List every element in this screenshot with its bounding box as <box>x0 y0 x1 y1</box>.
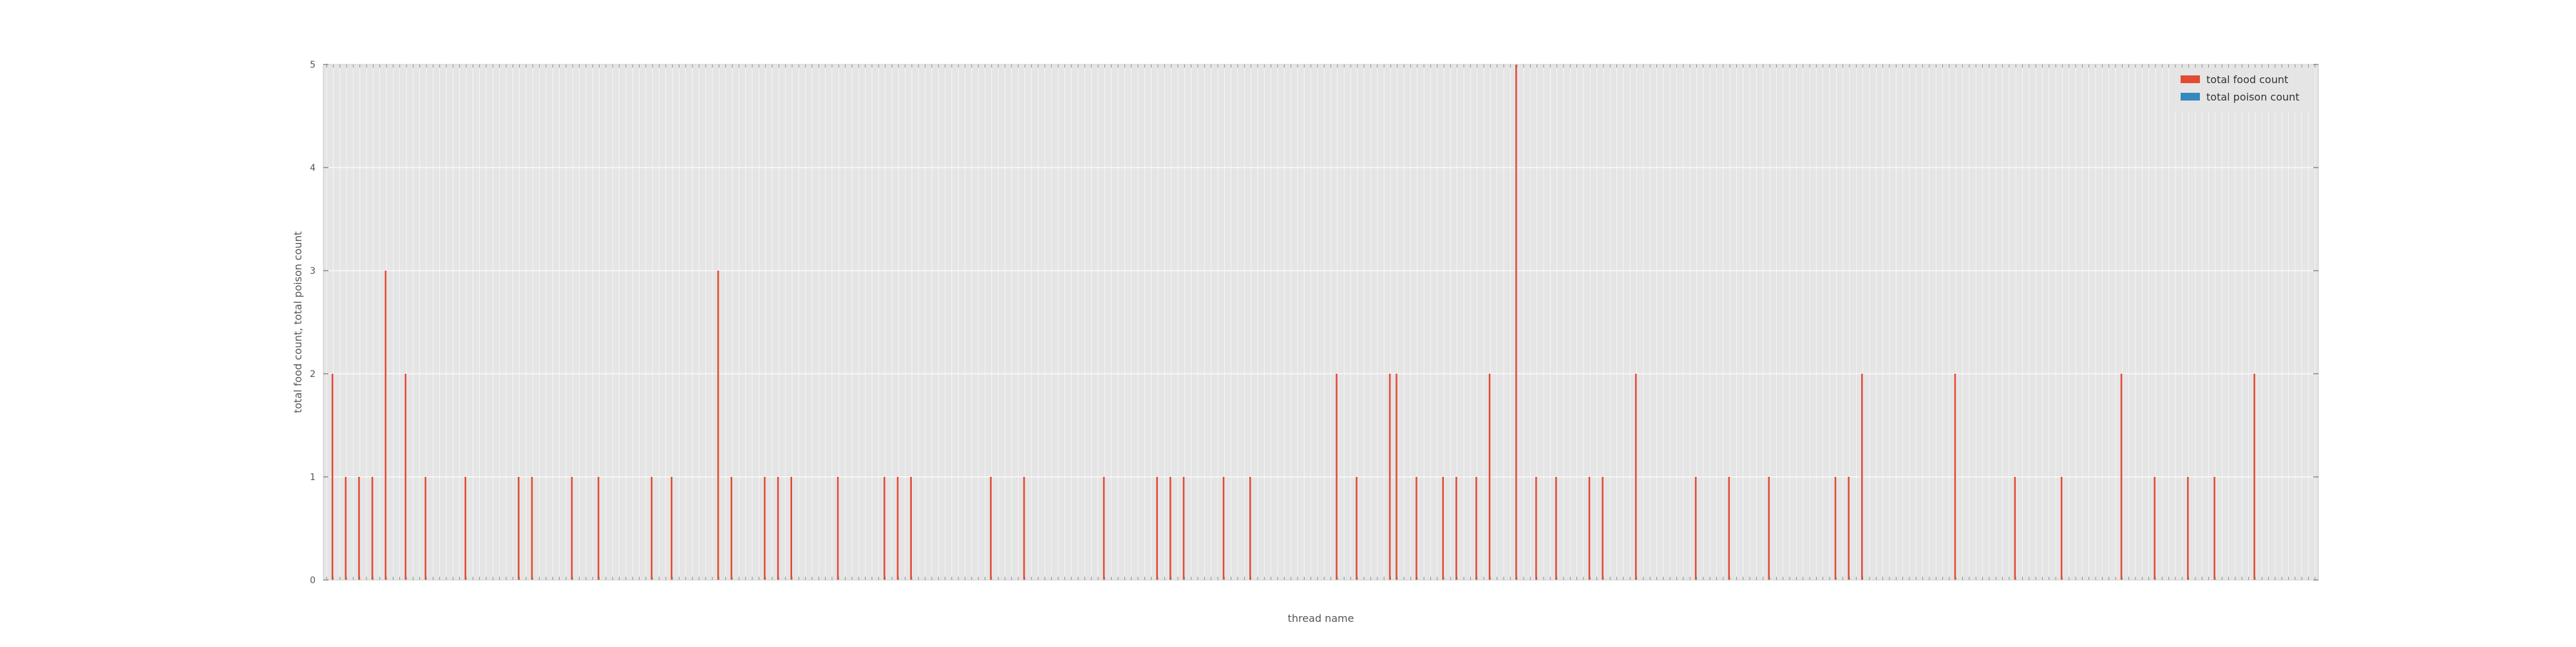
bar-food <box>990 477 992 580</box>
bar-food <box>2213 477 2215 580</box>
bar-food <box>2014 477 2016 580</box>
bar-food <box>1023 477 1025 580</box>
bar-food <box>1954 374 1956 580</box>
bar-food <box>1455 477 1457 580</box>
bar-food <box>1515 64 1517 580</box>
bar-food <box>2187 477 2189 580</box>
bar-food <box>717 271 719 580</box>
y-tick-label: 0 <box>310 575 316 586</box>
legend-swatch-food <box>2181 75 2200 83</box>
bar-food <box>531 477 533 580</box>
y-tick-label: 1 <box>310 472 316 483</box>
bar-food <box>518 477 520 580</box>
bar-food <box>597 477 600 580</box>
legend-swatch-poison <box>2181 93 2200 101</box>
bar-food <box>1602 477 1604 580</box>
bar-food <box>1694 477 1697 580</box>
bar-food <box>1170 477 1171 580</box>
legend-box <box>2170 68 2313 111</box>
y-tick-label: 2 <box>310 369 316 380</box>
bar-food <box>790 477 793 580</box>
bar-food <box>345 477 347 580</box>
bar-food <box>1861 374 1863 580</box>
bar-food <box>1388 374 1391 580</box>
bar-food <box>1416 477 1417 580</box>
bar-food <box>1442 477 1444 580</box>
bar-food <box>837 477 839 580</box>
bar-food <box>1728 477 1730 580</box>
bar-food <box>670 477 673 580</box>
y-tick-label: 4 <box>310 163 316 173</box>
bar-food <box>1535 477 1537 580</box>
bar-food <box>1588 477 1591 580</box>
bar-food <box>2253 374 2255 580</box>
plot-frame <box>323 64 2319 581</box>
ticks: 0 1 2 3 4 5 <box>310 60 2318 586</box>
bar-food <box>1634 374 1637 580</box>
bar-food <box>2154 477 2155 580</box>
bars <box>331 64 2255 580</box>
bar-food <box>1834 477 1837 580</box>
legend: total food count total poison count <box>2170 68 2313 111</box>
bar-food <box>1848 477 1850 580</box>
bar-food <box>464 477 467 580</box>
bar-food <box>2060 477 2063 580</box>
bar-food <box>2120 374 2123 580</box>
bar-food <box>1222 477 1225 580</box>
bar-food <box>777 477 779 580</box>
bar-food <box>1488 374 1491 580</box>
bar-food <box>1555 477 1557 580</box>
bar-food <box>650 477 653 580</box>
legend-label-poison: total poison count <box>2206 91 2300 103</box>
bar-food <box>1249 477 1251 580</box>
bar-food <box>764 477 766 580</box>
grid-lines <box>323 64 2318 581</box>
bar-food <box>571 477 573 580</box>
legend-label-food: total food count <box>2206 73 2288 86</box>
bar-food <box>358 477 360 580</box>
y-tick-label: 5 <box>310 60 316 70</box>
bar-food <box>884 477 886 580</box>
bar-food <box>371 477 374 580</box>
bar-food <box>1768 477 1770 580</box>
y-tick-label: 3 <box>310 266 316 276</box>
bar-food <box>1475 477 1477 580</box>
plot-area <box>323 64 2318 580</box>
bar-food <box>896 477 899 580</box>
bar-food <box>730 477 733 580</box>
axes <box>323 64 2319 581</box>
bar-food <box>1396 374 1397 580</box>
bar-food <box>384 271 387 580</box>
bar-food <box>331 374 334 580</box>
bar-food <box>1156 477 1158 580</box>
bar-food <box>1182 477 1185 580</box>
bar-food <box>1356 477 1358 580</box>
bar-food <box>404 374 407 580</box>
bar-food <box>424 477 427 580</box>
bar-food <box>910 477 912 580</box>
bar-food <box>1103 477 1105 580</box>
bar-food <box>1336 374 1338 580</box>
y-axis-label: total food count, total poison count <box>292 231 304 413</box>
x-axis-label: thread name <box>1288 612 1354 624</box>
